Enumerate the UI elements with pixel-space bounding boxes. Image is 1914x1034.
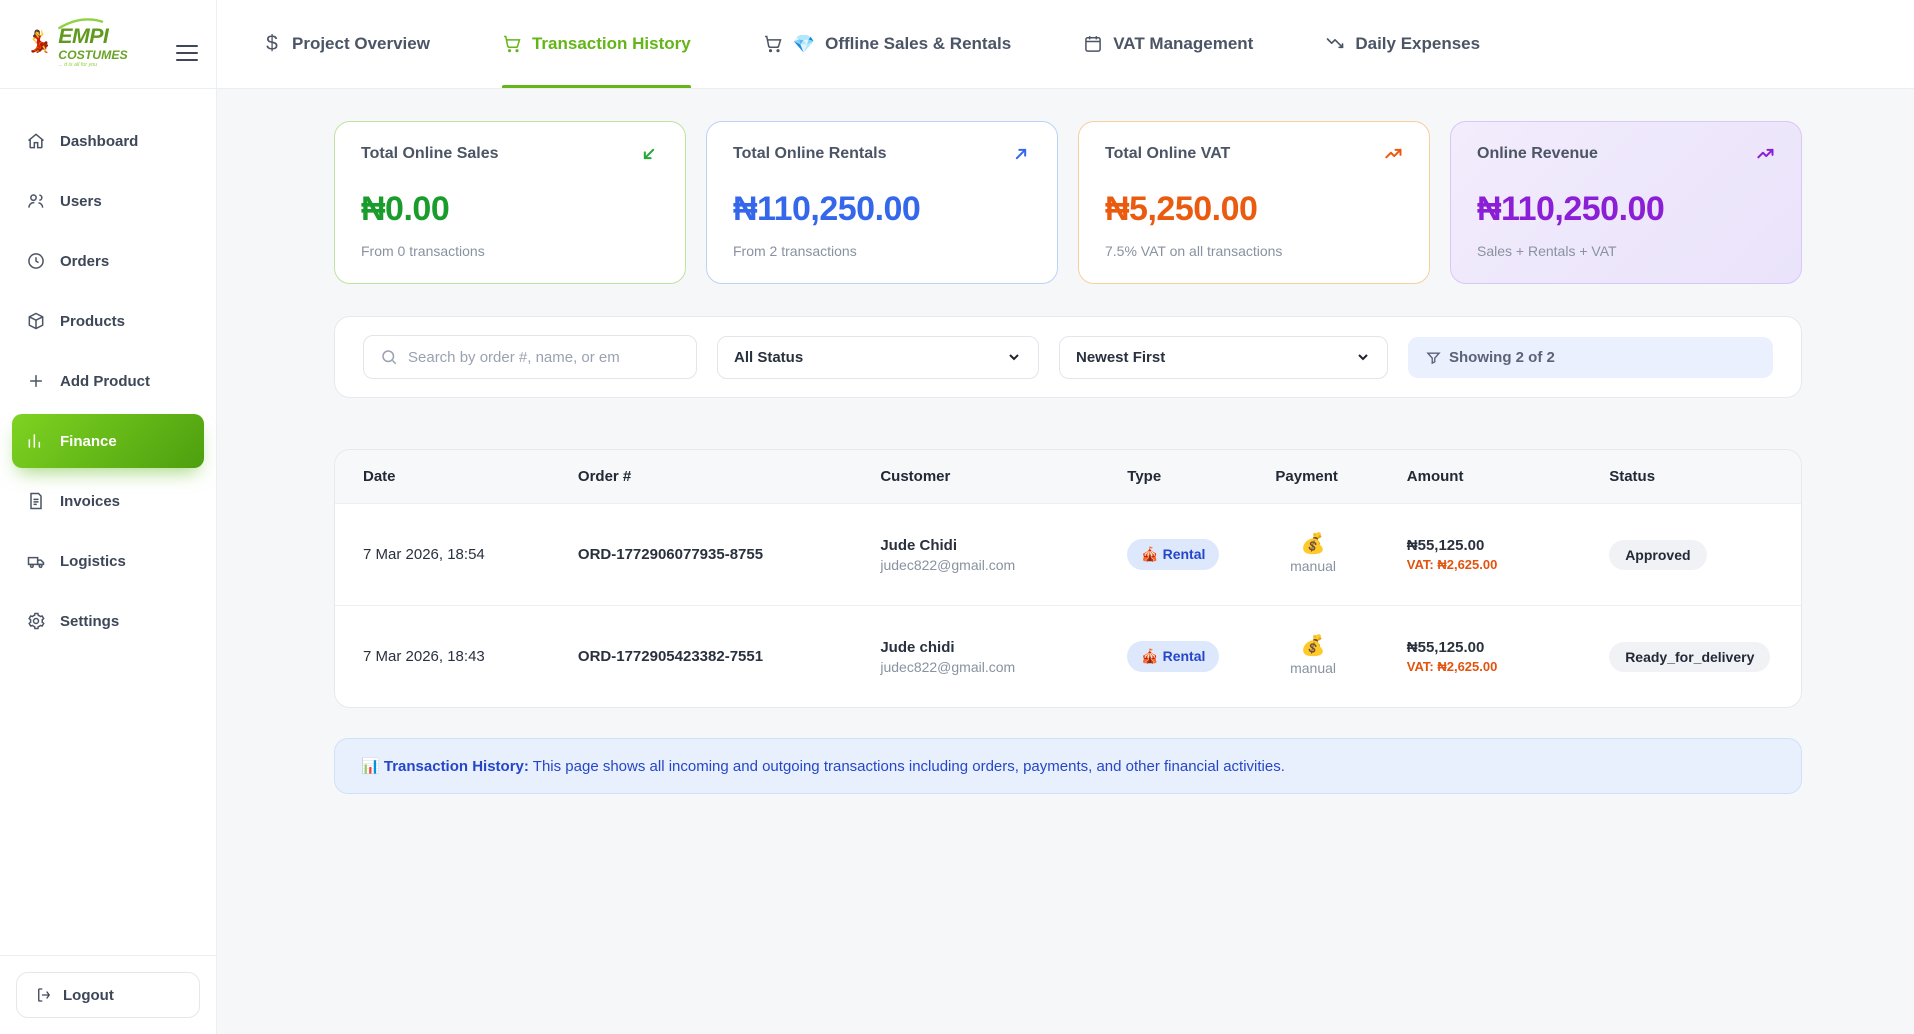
svg-text:COSTUMES: COSTUMES	[58, 48, 128, 62]
svg-text:... d is all for you: ... d is all for you	[58, 62, 97, 68]
svg-text:💃: 💃	[26, 28, 53, 54]
svg-text:EMPI: EMPI	[58, 24, 110, 48]
